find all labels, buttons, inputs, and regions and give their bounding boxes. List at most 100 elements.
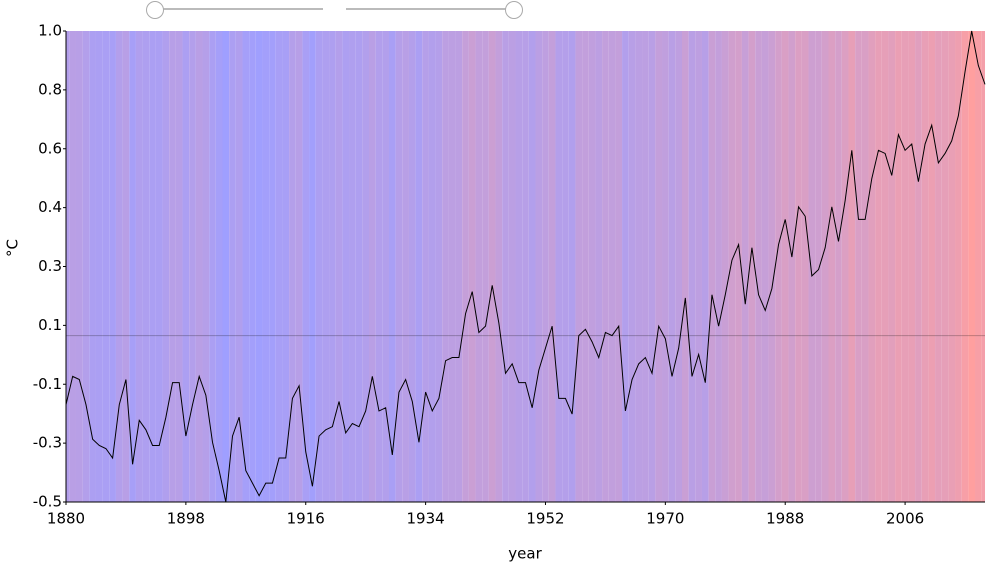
stripe (415, 31, 423, 502)
stripe (695, 31, 702, 502)
stripe (262, 31, 270, 502)
stripe (721, 31, 729, 502)
stripe (115, 31, 123, 502)
stripe (701, 31, 709, 502)
stripe (408, 31, 416, 502)
y-tick-label: 0.1 (38, 316, 62, 334)
y-tick-label: -0.3 (33, 434, 62, 452)
stripe (242, 31, 250, 502)
stripe (82, 31, 90, 502)
stripe (628, 31, 636, 502)
stripe (235, 31, 243, 502)
stripe (648, 31, 656, 502)
stripe (342, 31, 350, 502)
stripe (502, 31, 509, 502)
stripe (488, 31, 496, 502)
stripe (688, 31, 696, 502)
stripe (202, 31, 210, 502)
stripe (708, 31, 716, 502)
stripe (315, 31, 323, 502)
stripe (422, 31, 429, 502)
stripe (122, 31, 130, 502)
range-slider-right[interactable] (346, 1, 523, 19)
stripe (528, 31, 536, 502)
stripe (875, 31, 882, 502)
y-tick-label: 1.0 (38, 22, 62, 40)
y-tick-label: 0.4 (38, 198, 62, 216)
stripe (948, 31, 956, 502)
y-tick-label: -0.1 (33, 375, 62, 393)
stripe (588, 31, 596, 502)
stripe (369, 31, 376, 502)
slider-knob[interactable] (146, 1, 164, 19)
stripe (788, 31, 796, 502)
stripe (402, 31, 409, 502)
stripe (861, 31, 869, 502)
stripe (675, 31, 682, 502)
stripe (835, 31, 842, 502)
stripe (595, 31, 603, 502)
stripe (468, 31, 476, 502)
stripe (442, 31, 449, 502)
stripe (362, 31, 370, 502)
stripe (209, 31, 216, 502)
x-tick-label: 1934 (407, 510, 445, 528)
stripe (608, 31, 616, 502)
stripe (642, 31, 649, 502)
stripe (462, 31, 469, 502)
stripe (968, 31, 976, 502)
x-tick-label: 2006 (886, 510, 924, 528)
stripe (395, 31, 403, 502)
stripe (109, 31, 116, 502)
stripe (75, 31, 83, 502)
x-tick-label: 1916 (287, 510, 325, 528)
stripe (901, 31, 909, 502)
stripe (282, 31, 290, 502)
stripe (575, 31, 583, 502)
stripe (562, 31, 569, 502)
stripe (149, 31, 156, 502)
stripe (848, 31, 856, 502)
slider-knob[interactable] (505, 1, 523, 19)
stripe (69, 31, 76, 502)
stripe (715, 31, 722, 502)
stripe (142, 31, 150, 502)
stripe (908, 31, 916, 502)
y-tick-label: 0.3 (38, 257, 62, 275)
y-axis-label: °C (4, 239, 22, 257)
stripes (66, 31, 985, 502)
stripe (681, 31, 689, 502)
stripe (455, 31, 463, 502)
stripe (275, 31, 283, 502)
stripe (615, 31, 623, 502)
stripe (289, 31, 296, 502)
stripe (522, 31, 529, 502)
stripe (582, 31, 589, 502)
stripe (249, 31, 256, 502)
stripe (855, 31, 862, 502)
y-tick-label: 0.6 (38, 139, 62, 157)
y-tick-label: -0.5 (33, 493, 62, 511)
stripe (508, 31, 516, 502)
stripe (808, 31, 816, 502)
stripe (975, 31, 982, 502)
stripe (662, 31, 669, 502)
stripe (941, 31, 949, 502)
stripe (482, 31, 489, 502)
stripe (795, 31, 802, 502)
range-slider-left[interactable] (146, 1, 324, 19)
x-tick-label: 1880 (47, 510, 85, 528)
stripe (635, 31, 643, 502)
stripe (781, 31, 789, 502)
stripe (515, 31, 523, 502)
stripe (768, 31, 776, 502)
stripe (329, 31, 336, 502)
stripe (448, 31, 456, 502)
stripe (895, 31, 902, 502)
stripe (475, 31, 483, 502)
stripe (935, 31, 942, 502)
stripe (741, 31, 749, 502)
temperature-line (65, 30, 986, 503)
stripe (255, 31, 263, 502)
stripe (428, 31, 436, 502)
